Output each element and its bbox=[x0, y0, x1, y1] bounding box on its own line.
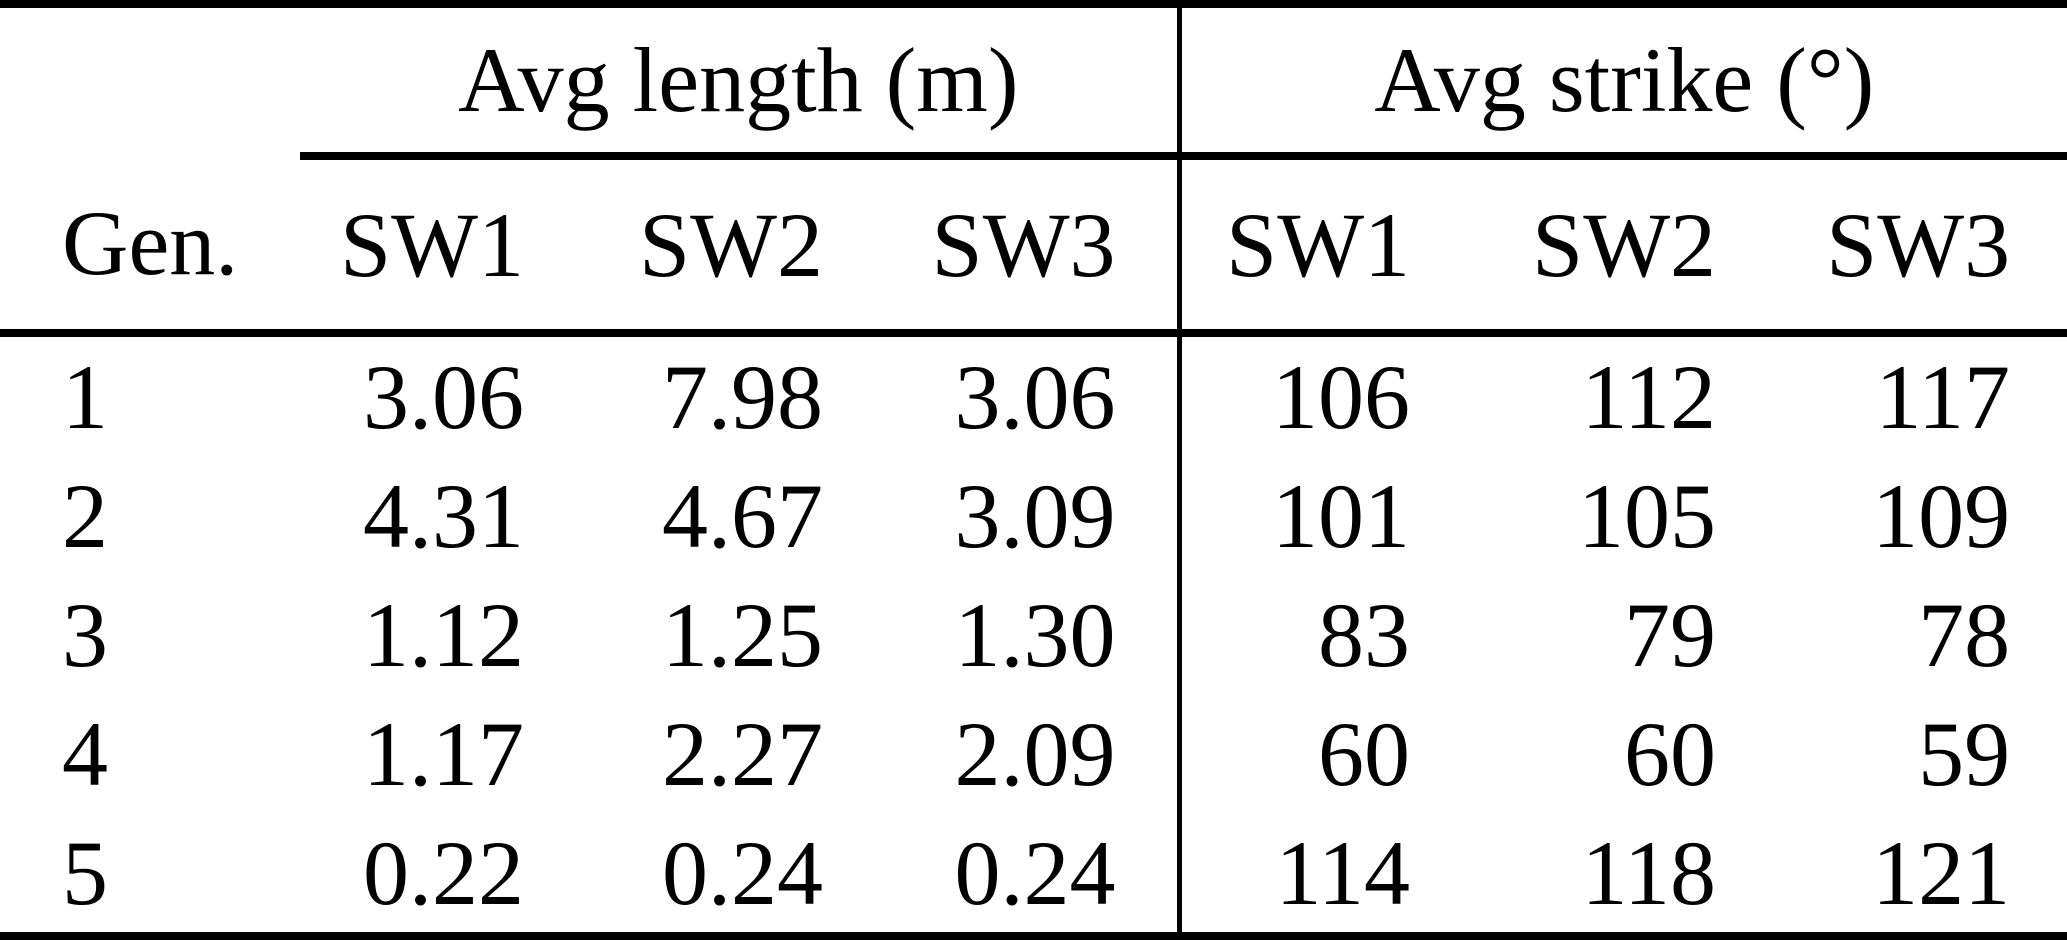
cell-str-sw2: 79 bbox=[1624, 583, 1717, 686]
cell-str-sw2: 105 bbox=[1578, 464, 1717, 567]
col-header-len-sw1: SW1 bbox=[300, 156, 560, 337]
cell-len-sw1: 1.17 bbox=[363, 702, 524, 805]
column-header-row: Gen. SW1 SW2 SW3 SW1 SW2 SW3 bbox=[0, 156, 2067, 337]
cell-str-sw3: 109 bbox=[1872, 464, 2011, 567]
table-row: 1 3.06 7.98 3.06 106 112 117 bbox=[0, 333, 2067, 456]
cell-str-sw1: 114 bbox=[1176, 813, 1451, 936]
table-row: 3 1.12 1.25 1.30 83 79 78 bbox=[0, 575, 2067, 694]
cell-len-sw1: 1.12 bbox=[363, 583, 524, 686]
table-row: 2 4.31 4.67 3.09 101 105 109 bbox=[0, 456, 2067, 575]
cell-gen: 4 bbox=[62, 702, 108, 805]
cell-gen: 5 bbox=[62, 821, 108, 924]
col-header-str-sw2: SW2 bbox=[1450, 156, 1756, 337]
cell-len-sw2: 4.67 bbox=[662, 464, 823, 567]
cell-len-sw3: 3.06 bbox=[954, 345, 1116, 448]
cell-str-sw2: 118 bbox=[1581, 821, 1717, 924]
col-header-len-sw2: SW2 bbox=[560, 156, 860, 337]
cell-str-sw1: 60 bbox=[1176, 694, 1451, 813]
group-header-avg-strike: Avg strike (°) bbox=[1176, 4, 2067, 160]
group-header-spacer bbox=[0, 4, 300, 156]
table-row: 5 0.22 0.24 0.24 114 118 121 bbox=[0, 813, 2067, 936]
cell-str-sw1: 101 bbox=[1176, 456, 1451, 575]
table-row: 4 1.17 2.27 2.09 60 60 59 bbox=[0, 694, 2067, 813]
cell-len-sw3: 0.24 bbox=[954, 821, 1116, 924]
cell-len-sw2: 1.25 bbox=[662, 583, 823, 686]
col-header-len-sw3: SW3 bbox=[860, 156, 1180, 337]
cell-len-sw3: 2.09 bbox=[954, 702, 1116, 805]
cell-len-sw1: 4.31 bbox=[363, 464, 524, 567]
cell-len-sw1: 3.06 bbox=[363, 345, 524, 448]
cell-str-sw1: 106 bbox=[1176, 333, 1451, 456]
cell-str-sw3: 78 bbox=[1918, 583, 2011, 686]
cell-len-sw2: 2.27 bbox=[662, 702, 823, 805]
cell-len-sw2: 7.98 bbox=[662, 345, 823, 448]
cell-str-sw2: 112 bbox=[1581, 345, 1717, 448]
cell-str-sw3: 117 bbox=[1875, 345, 2011, 448]
col-header-str-sw1: SW1 bbox=[1176, 156, 1451, 337]
cell-len-sw2: 0.24 bbox=[662, 821, 823, 924]
cell-gen: 1 bbox=[62, 345, 108, 448]
cell-len-sw1: 0.22 bbox=[363, 821, 524, 924]
group-header-avg-length: Avg length (m) bbox=[300, 4, 1180, 160]
group-header-row: Avg length (m) Avg strike (°) bbox=[0, 4, 2067, 160]
cell-str-sw2: 60 bbox=[1624, 702, 1717, 805]
cell-str-sw1: 83 bbox=[1176, 575, 1451, 694]
cell-gen: 2 bbox=[62, 464, 108, 567]
cell-len-sw3: 3.09 bbox=[954, 464, 1116, 567]
cell-str-sw3: 121 bbox=[1872, 821, 2011, 924]
col-header-gen: Gen. bbox=[0, 156, 300, 337]
cell-len-sw3: 1.30 bbox=[954, 583, 1116, 686]
cell-gen: 3 bbox=[62, 583, 108, 686]
cell-str-sw3: 59 bbox=[1918, 702, 2011, 805]
col-header-str-sw3: SW3 bbox=[1755, 156, 2067, 337]
